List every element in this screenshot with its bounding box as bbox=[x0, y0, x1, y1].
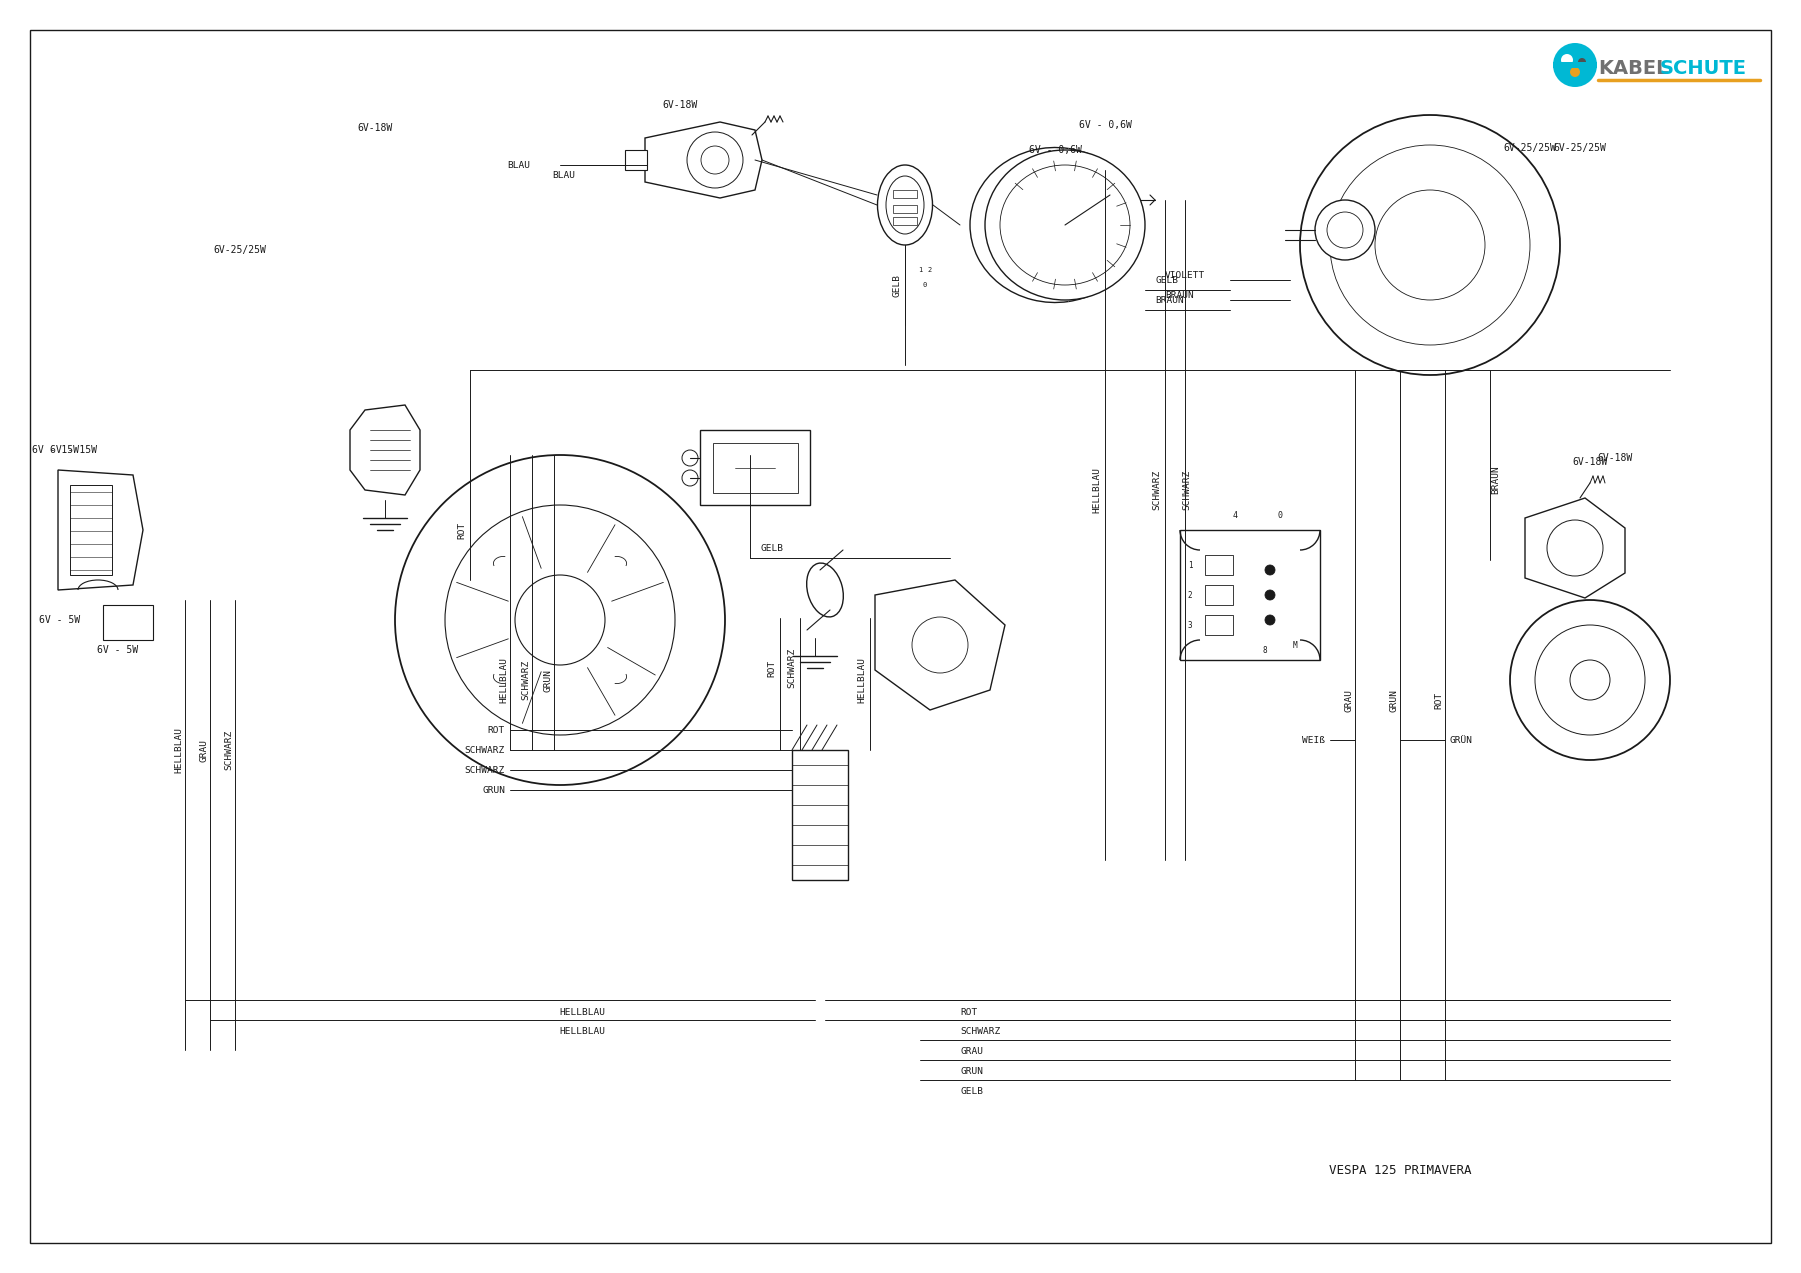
Text: GRUN: GRUN bbox=[483, 785, 504, 794]
Ellipse shape bbox=[807, 563, 843, 617]
Text: 2: 2 bbox=[1187, 591, 1192, 600]
Circle shape bbox=[1264, 589, 1275, 600]
Bar bbox=[893, 216, 917, 225]
Text: SCHWARZ: SCHWARZ bbox=[465, 765, 504, 774]
Text: GELB: GELB bbox=[960, 1087, 983, 1096]
Circle shape bbox=[1264, 565, 1275, 575]
Text: HELLBLAU: HELLBLAU bbox=[175, 727, 184, 773]
Text: 6V-18W: 6V-18W bbox=[1597, 453, 1634, 463]
Polygon shape bbox=[645, 122, 762, 199]
Text: 6V - 5W: 6V - 5W bbox=[97, 645, 139, 656]
Text: SCHWARZ: SCHWARZ bbox=[1153, 470, 1162, 510]
Text: VIOLETT: VIOLETT bbox=[1165, 270, 1205, 280]
Text: 1: 1 bbox=[919, 267, 922, 272]
Bar bbox=[70, 485, 112, 575]
Text: 6V - 15W: 6V - 15W bbox=[49, 446, 97, 454]
Text: 6V-25/25W: 6V-25/25W bbox=[1504, 143, 1556, 153]
Text: 6V - 0,6W: 6V - 0,6W bbox=[1028, 145, 1081, 155]
Circle shape bbox=[683, 470, 699, 486]
Text: SCHWARZ: SCHWARZ bbox=[522, 659, 531, 700]
Text: GRUN: GRUN bbox=[1390, 689, 1399, 712]
Text: ROT: ROT bbox=[457, 522, 466, 538]
Text: GRAU: GRAU bbox=[1345, 689, 1354, 712]
Bar bbox=[893, 190, 917, 199]
Circle shape bbox=[683, 449, 699, 466]
Bar bbox=[1205, 586, 1234, 605]
Bar bbox=[713, 443, 798, 493]
Ellipse shape bbox=[985, 150, 1145, 300]
Text: HELLBLAU: HELLBLAU bbox=[499, 657, 508, 703]
Text: GRUN: GRUN bbox=[960, 1068, 983, 1077]
Text: ROT: ROT bbox=[1435, 691, 1443, 709]
Text: KABEL: KABEL bbox=[1597, 59, 1668, 78]
Text: GRUN: GRUN bbox=[544, 668, 553, 691]
Text: SCHWARZ: SCHWARZ bbox=[787, 648, 796, 689]
Text: GELB: GELB bbox=[760, 544, 783, 552]
Text: M: M bbox=[1293, 640, 1297, 649]
Ellipse shape bbox=[877, 165, 933, 244]
Bar bbox=[1205, 615, 1234, 635]
Text: GRAU: GRAU bbox=[960, 1048, 983, 1057]
Bar bbox=[1552, 62, 1597, 67]
Text: HELLBLAU: HELLBLAU bbox=[1093, 467, 1102, 513]
Text: SCHWARZ: SCHWARZ bbox=[465, 746, 504, 755]
Text: HELLBLAU: HELLBLAU bbox=[558, 1007, 605, 1017]
Text: 6V-18W: 6V-18W bbox=[1572, 457, 1608, 467]
Text: VESPA 125 PRIMAVERA: VESPA 125 PRIMAVERA bbox=[1329, 1164, 1471, 1176]
Text: ROT: ROT bbox=[767, 659, 776, 677]
Bar bbox=[701, 430, 810, 505]
Text: ROT: ROT bbox=[960, 1007, 978, 1017]
Text: GRAU: GRAU bbox=[200, 738, 209, 761]
Text: 8: 8 bbox=[1263, 645, 1268, 654]
Text: 6V - 15W: 6V - 15W bbox=[31, 446, 79, 454]
Bar bbox=[792, 750, 848, 880]
Text: BRAUN: BRAUN bbox=[1491, 466, 1500, 494]
Text: HELLBLAU: HELLBLAU bbox=[558, 1027, 605, 1036]
Bar bbox=[625, 150, 647, 171]
Circle shape bbox=[1509, 600, 1670, 760]
Text: 1: 1 bbox=[1187, 560, 1192, 569]
Bar bbox=[893, 205, 917, 213]
Text: BLAU: BLAU bbox=[551, 171, 575, 179]
Text: 6V-25/25W: 6V-25/25W bbox=[214, 244, 267, 255]
Text: 6V-18W: 6V-18W bbox=[663, 101, 697, 109]
Polygon shape bbox=[1525, 498, 1625, 598]
Text: 0: 0 bbox=[922, 283, 928, 288]
Polygon shape bbox=[349, 405, 420, 495]
Circle shape bbox=[1570, 67, 1579, 76]
Text: 4: 4 bbox=[1232, 510, 1237, 519]
Text: SCHWARZ: SCHWARZ bbox=[1183, 470, 1192, 510]
Text: BRAUN: BRAUN bbox=[1154, 295, 1183, 304]
Circle shape bbox=[394, 454, 726, 785]
Circle shape bbox=[1264, 615, 1275, 625]
Text: SCHWARZ: SCHWARZ bbox=[225, 729, 234, 770]
Text: 2: 2 bbox=[928, 267, 933, 272]
Bar bbox=[103, 605, 153, 640]
Text: 6V-18W: 6V-18W bbox=[357, 123, 393, 132]
Circle shape bbox=[1561, 53, 1572, 66]
Text: WEIß: WEIß bbox=[1302, 736, 1326, 745]
Text: BLAU: BLAU bbox=[508, 160, 529, 169]
Circle shape bbox=[1552, 43, 1597, 87]
Polygon shape bbox=[875, 580, 1005, 710]
Text: GELB: GELB bbox=[1154, 275, 1178, 284]
Bar bbox=[1205, 555, 1234, 575]
Circle shape bbox=[1315, 200, 1374, 260]
Text: HELLBLAU: HELLBLAU bbox=[857, 657, 866, 703]
Text: 6V - 5W: 6V - 5W bbox=[40, 615, 81, 625]
Polygon shape bbox=[58, 470, 142, 589]
Circle shape bbox=[1578, 59, 1587, 66]
Text: 6V - 0,6W: 6V - 0,6W bbox=[1079, 120, 1131, 130]
Text: GELB: GELB bbox=[893, 274, 902, 297]
Text: 3: 3 bbox=[1187, 620, 1192, 630]
Circle shape bbox=[1300, 115, 1560, 376]
Text: SCHUTE: SCHUTE bbox=[1661, 59, 1747, 78]
Text: BRAUN: BRAUN bbox=[1165, 290, 1194, 299]
Text: 6V-25/25W: 6V-25/25W bbox=[1554, 143, 1606, 153]
Text: GRÜN: GRÜN bbox=[1450, 736, 1473, 745]
Text: 0: 0 bbox=[1277, 510, 1282, 519]
Text: SCHWARZ: SCHWARZ bbox=[960, 1027, 1000, 1036]
Text: ROT: ROT bbox=[488, 726, 504, 735]
Bar bbox=[1180, 530, 1320, 659]
